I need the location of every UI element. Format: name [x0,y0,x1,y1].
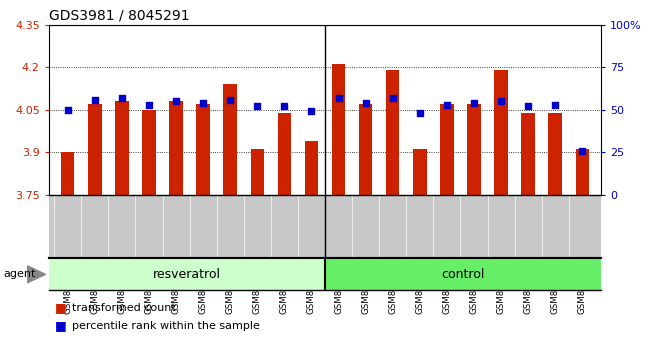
Point [62,107,73,113]
Point [90,97,100,102]
Point [306,109,317,114]
Bar [142,110,156,195]
Text: agent: agent [3,269,36,279]
Text: resveratrol: resveratrol [153,268,221,281]
Bar [494,70,508,195]
Bar [224,84,237,195]
Bar [359,104,372,195]
Bar [88,104,101,195]
Bar [575,149,589,195]
Bar [332,64,345,195]
Bar [305,141,318,195]
Bar [169,101,183,195]
Point [252,103,263,109]
Bar [325,258,601,290]
Point [496,98,506,104]
Bar [440,104,454,195]
Bar [61,152,75,195]
Text: control: control [441,268,485,281]
Bar [49,258,325,290]
Bar [196,104,210,195]
Text: GDS3981 / 8045291: GDS3981 / 8045291 [49,8,189,22]
Point [577,148,588,153]
Point [198,100,209,106]
Polygon shape [27,266,46,283]
Point [550,102,560,108]
Bar [521,113,535,195]
Point [360,100,370,106]
Point [415,110,425,116]
Bar [278,113,291,195]
Point [117,95,127,101]
Bar [413,149,426,195]
Bar [115,101,129,195]
Text: percentile rank within the sample: percentile rank within the sample [72,321,259,331]
Point [144,102,154,108]
Text: ■: ■ [55,319,67,332]
Point [333,95,344,101]
Bar [386,70,400,195]
Point [225,97,235,102]
Point [171,98,181,104]
Bar [467,104,481,195]
Text: ■: ■ [55,302,67,314]
Point [523,103,533,109]
Point [442,102,452,108]
Bar [250,149,264,195]
Point [280,103,290,109]
Bar [549,113,562,195]
Point [469,100,479,106]
Text: transformed count: transformed count [72,303,176,313]
Point [387,95,398,101]
